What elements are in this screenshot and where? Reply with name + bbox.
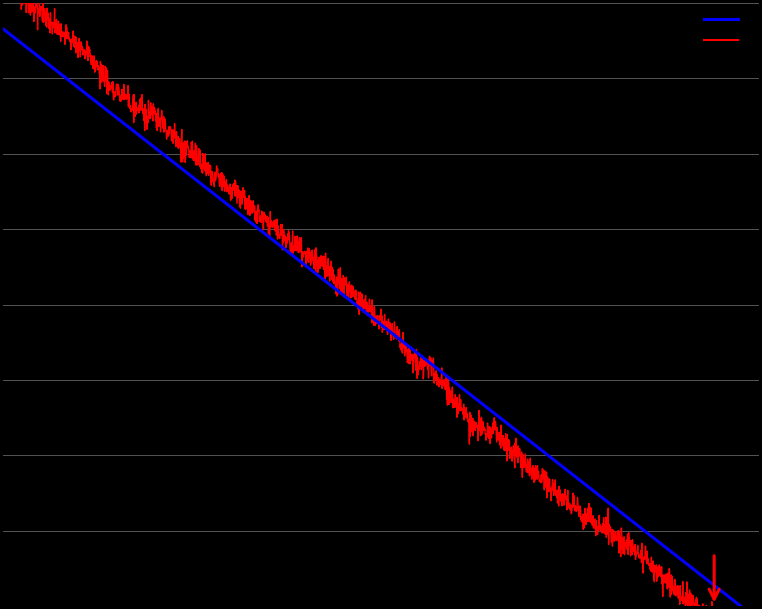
Legend: , : , xyxy=(698,7,755,53)
